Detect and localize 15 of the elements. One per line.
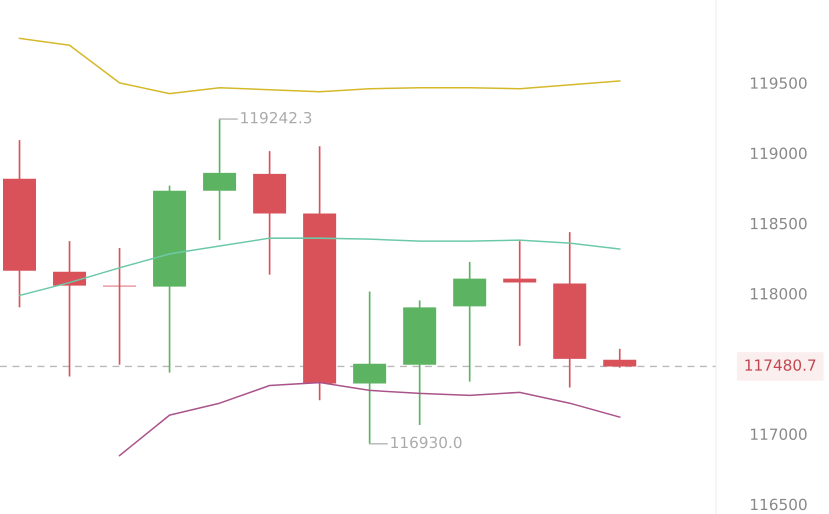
candlestick (53, 240, 86, 378)
y-tick-label: 119000 (751, 148, 807, 160)
line-series (18, 237, 621, 296)
annotation: 116930.0 (391, 436, 462, 448)
annotation: 119242.3 (241, 112, 312, 124)
line-series (118, 382, 621, 456)
y-tick-label: 116500 (751, 498, 807, 510)
ref-line-label: 117480.7 (745, 359, 816, 371)
y-tick-label: 118500 (751, 218, 807, 230)
candlestick (103, 247, 136, 366)
y-tick-label: 118000 (751, 288, 807, 300)
y-tick-label: 117000 (751, 428, 807, 440)
candlestick (503, 240, 536, 347)
y-tick-label: 119500 (751, 77, 807, 89)
line-series (18, 38, 621, 94)
